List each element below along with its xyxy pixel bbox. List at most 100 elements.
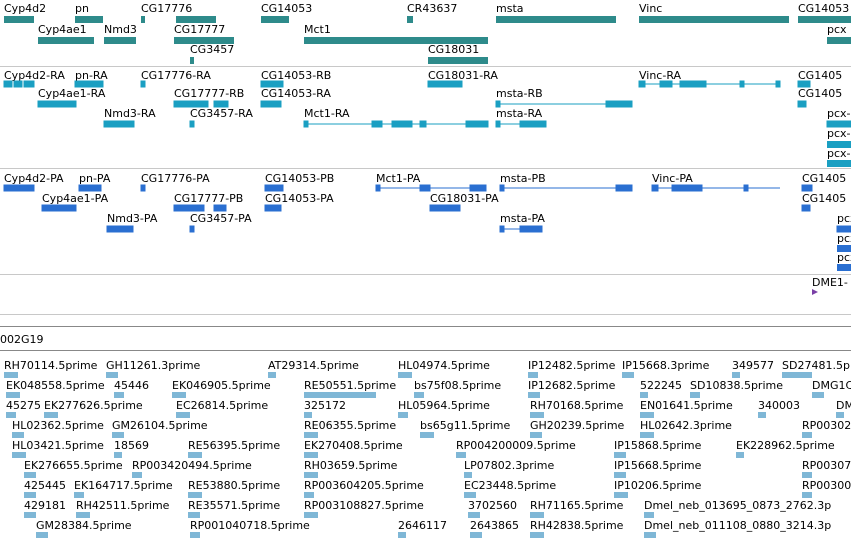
transcript-glyph-row[interactable] [0, 100, 851, 108]
est-bar[interactable] [614, 472, 626, 478]
est-bar[interactable] [530, 412, 544, 418]
protein-label[interactable]: Mct1-PA [376, 172, 421, 185]
est-label[interactable]: GH20239.5prime [530, 419, 625, 432]
est-bar[interactable] [782, 372, 812, 378]
est-label[interactable]: Dmel_neb_011108_0880_3214.3p [644, 519, 832, 532]
est-label[interactable]: bs75f08.5prime [414, 379, 502, 392]
est-label[interactable]: HL02642.3prime [640, 419, 732, 432]
est-label[interactable]: IP15668.5prime [614, 459, 702, 472]
gene-label[interactable]: Cyp4ae1 [38, 23, 87, 36]
est-bar[interactable] [74, 492, 84, 498]
est-bar[interactable] [304, 452, 318, 458]
gene-label[interactable]: Nmd3 [104, 23, 137, 36]
est-bar[interactable] [112, 432, 124, 438]
est-bar[interactable] [470, 532, 482, 538]
gene-label[interactable]: Cyp4d2 [4, 2, 47, 15]
transcript-label[interactable]: msta-RA [496, 107, 543, 120]
est-bar[interactable] [414, 392, 424, 398]
transcript-label[interactable]: Cyp4d2-RA [4, 69, 65, 82]
est-bar[interactable] [398, 372, 412, 378]
est-bar[interactable] [736, 452, 744, 458]
est-label[interactable]: EC26814.5prime [176, 399, 269, 412]
est-bar[interactable] [528, 392, 540, 398]
est-label[interactable]: EK228962.5prime [736, 439, 835, 452]
est-label[interactable]: AT29314.5prime [268, 359, 359, 372]
est-label[interactable]: IP10206.5prime [614, 479, 702, 492]
est-label[interactable]: SD10838.5prime [690, 379, 783, 392]
est-label[interactable]: HL02362.5prime [12, 419, 104, 432]
est-bar[interactable] [836, 412, 844, 418]
est-bar[interactable] [12, 432, 24, 438]
est-bar[interactable] [12, 452, 26, 458]
est-label[interactable]: IP12482.5prime [528, 359, 616, 372]
protein-label[interactable]: CG1405 [802, 192, 847, 205]
gene-bar[interactable] [407, 16, 413, 23]
gene-bar[interactable] [141, 16, 145, 23]
est-label[interactable]: RP00300302 [802, 479, 851, 492]
gene-bar[interactable] [261, 16, 289, 23]
est-bar[interactable] [528, 372, 538, 378]
gene-bar[interactable] [174, 37, 234, 44]
est-label[interactable]: EK164717.5prime [74, 479, 173, 492]
transcript-label[interactable]: Mct1-RA [304, 107, 350, 120]
est-bar[interactable] [36, 532, 48, 538]
est-bar[interactable] [188, 512, 200, 518]
est-bar[interactable] [114, 392, 124, 398]
est-bar[interactable] [176, 412, 190, 418]
gene-label[interactable]: pn [75, 2, 89, 15]
est-label[interactable]: RH70114.5prime [4, 359, 98, 372]
protein-label[interactable]: CG17777-PB [174, 192, 244, 205]
est-label[interactable]: RH70168.5prime [530, 399, 624, 412]
est-label[interactable]: RH03659.5prime [304, 459, 398, 472]
est-label[interactable]: RP003604205.5prime [304, 479, 424, 492]
est-bar[interactable] [6, 392, 20, 398]
gene-label[interactable]: Vinc [639, 2, 663, 15]
gene-label[interactable]: CG18031 [428, 43, 480, 56]
protein-label[interactable]: CG3457-PA [190, 212, 252, 225]
est-label[interactable]: SD27481.5p [782, 359, 850, 372]
est-label[interactable]: RH42511.5prime [76, 499, 170, 512]
est-label[interactable]: bs65g11.5prime [420, 419, 511, 432]
transcript-label[interactable]: pn-RA [75, 69, 108, 82]
est-label[interactable]: EN01641.5prime [640, 399, 733, 412]
transcript-bar[interactable] [827, 141, 851, 148]
transcript-label[interactable]: CG18031-RA [428, 69, 498, 82]
gene-bar[interactable] [38, 37, 94, 44]
est-bar[interactable] [530, 512, 544, 518]
gene-bar[interactable] [176, 16, 216, 23]
gene-label[interactable]: CG14053 [798, 2, 850, 15]
transcript-label[interactable]: CG1405 [798, 87, 843, 100]
est-bar[interactable] [24, 472, 36, 478]
est-bar[interactable] [44, 412, 58, 418]
gene-bar[interactable] [827, 37, 851, 44]
clone-label[interactable]: 002G19 [0, 333, 44, 346]
est-label[interactable]: RP00307888 [802, 459, 851, 472]
transcript-label[interactable]: msta-RB [496, 87, 543, 100]
est-label[interactable]: GH11261.3prime [106, 359, 201, 372]
gene-bar[interactable] [639, 16, 789, 23]
est-bar[interactable] [530, 432, 542, 438]
est-label[interactable]: 425445 [24, 479, 66, 492]
est-label[interactable]: 349577 [732, 359, 774, 372]
est-label[interactable]: EK270408.5prime [304, 439, 403, 452]
protein-label[interactable]: msta-PB [500, 172, 546, 185]
est-label[interactable]: Dmel_neb_013695_0873_2762.3p [644, 499, 832, 512]
est-bar[interactable] [468, 512, 480, 518]
est-label[interactable]: IP15668.3prime [622, 359, 710, 372]
protein-label[interactable]: CG1405 [802, 172, 847, 185]
est-bar[interactable] [802, 492, 812, 498]
protein-label[interactable]: Cyp4ae1-PA [42, 192, 109, 205]
est-bar[interactable] [268, 372, 276, 378]
est-bar[interactable] [304, 392, 376, 398]
est-bar[interactable] [304, 512, 318, 518]
transcript-label[interactable]: CG3457-RA [190, 107, 253, 120]
est-label[interactable]: RE06355.5prime [304, 419, 397, 432]
gene-label[interactable]: msta [496, 2, 524, 15]
est-bar[interactable] [190, 532, 200, 538]
est-bar[interactable] [106, 372, 118, 378]
est-label[interactable]: RE53880.5prime [188, 479, 281, 492]
gene-bar[interactable] [428, 57, 488, 64]
est-bar[interactable] [132, 472, 142, 478]
gene-bar[interactable] [75, 16, 103, 23]
est-bar[interactable] [188, 492, 202, 498]
